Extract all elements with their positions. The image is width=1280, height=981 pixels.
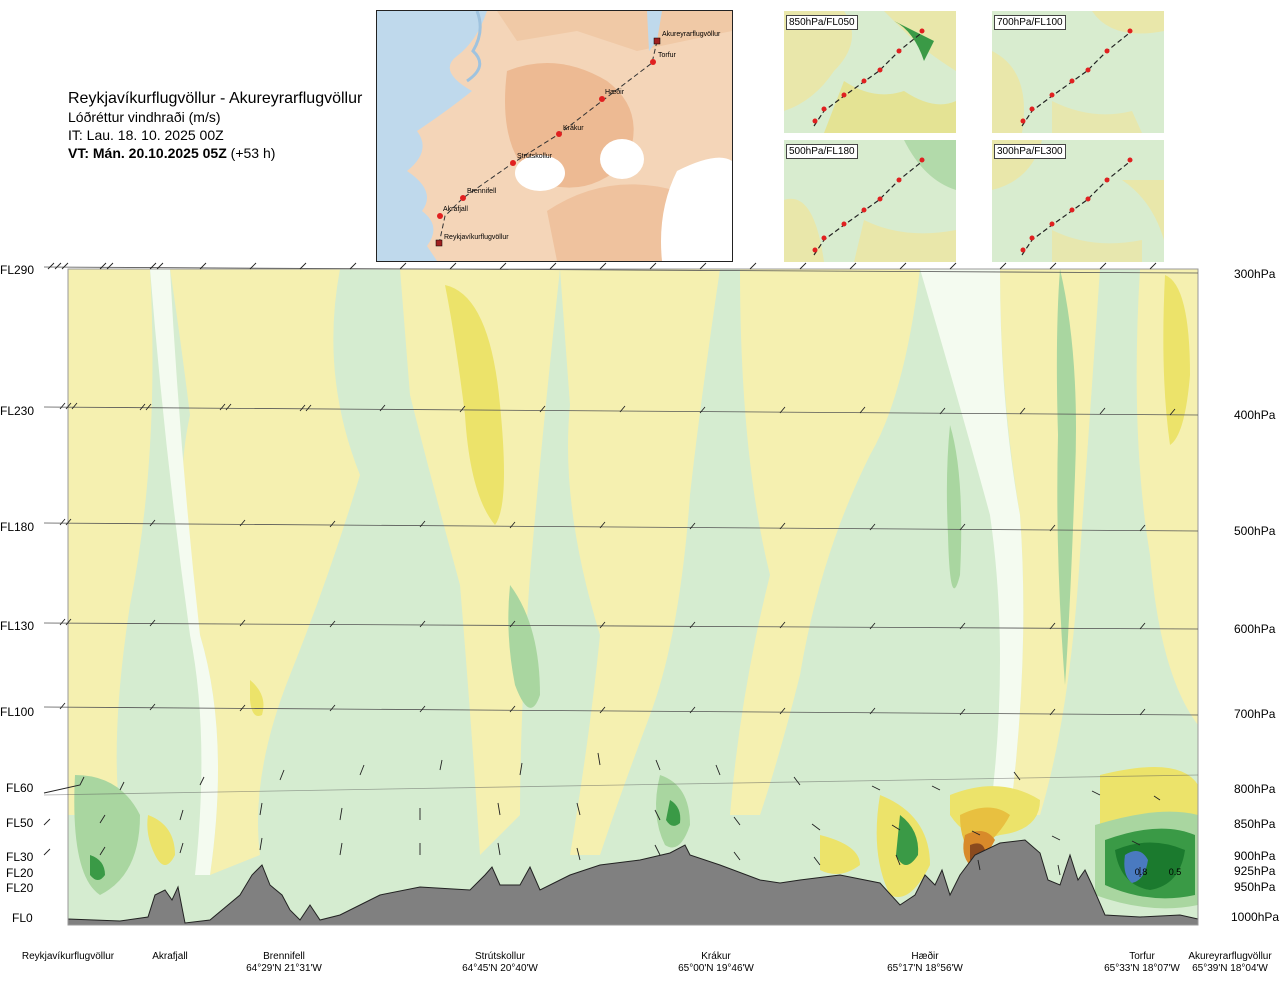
map-label-reykjavik: Reykjavíkurflugvöllur <box>444 234 509 241</box>
hpa-label: 850hPa <box>1234 817 1276 831</box>
hpa-label: 600hPa <box>1234 622 1276 636</box>
location-coord: 65°39'N 18°04'W <box>1192 963 1268 974</box>
map-label-akureyri: Akureyrarflugvöllur <box>662 31 721 38</box>
contour-label: 0.8 <box>1135 867 1148 877</box>
mini-map-label: 700hPa/FL100 <box>994 15 1066 30</box>
hpa-label: 800hPa <box>1234 782 1276 796</box>
location-name: Krákur <box>701 951 731 962</box>
location-name: Akureyrarflugvöllur <box>1188 951 1272 962</box>
cross-section-plot: 0.8 0.5 <box>0 255 1280 935</box>
location-label: Brennifell 64°29'N 21°31'W <box>246 951 322 975</box>
map-label-brennifell: Brennifell <box>467 188 497 195</box>
fl-label: FL50 <box>6 816 34 830</box>
location-name: Brennifell <box>263 951 305 962</box>
location-label: Hæðir 65°17'N 18°56'W <box>887 951 963 975</box>
map-label-akrafjall: Akrafjall <box>443 206 468 213</box>
location-coord: 64°29'N 21°31'W <box>246 963 322 974</box>
valid-time-offset: (+53 h) <box>226 145 276 161</box>
location-label: Akrafjall <box>152 951 188 963</box>
fl-label: FL130 <box>0 619 35 633</box>
location-coord: 65°33'N 18°07'W <box>1104 963 1180 974</box>
mini-map-label: 500hPa/FL180 <box>786 144 858 159</box>
mini-map-850: 850hPa/FL050 <box>784 11 956 133</box>
fl-label: FL30 <box>6 850 34 864</box>
map-label-haedir: Hæðir <box>605 88 625 96</box>
location-label: Strútskollur 64°45'N 20°40'W <box>462 951 538 975</box>
location-coord: 65°00'N 19°46'W <box>678 963 754 974</box>
location-name: Hæðir <box>911 951 939 962</box>
map-label-strutskollur: Strútskollur <box>517 153 553 160</box>
title-block: Reykjavíkurflugvöllur - Akureyrarflugvöl… <box>68 90 362 162</box>
fl-label: FL180 <box>0 520 35 534</box>
chart-subtitle: Lóðréttur vindhraði (m/s) <box>68 109 221 125</box>
contour-label: 0.5 <box>1169 867 1182 877</box>
fl-label: FL60 <box>6 781 34 795</box>
fl-label: FL20 <box>6 881 34 895</box>
map-label-torfur: Torfur <box>658 52 677 59</box>
valid-time-bold: VT: Mán. 20.10.2025 05Z <box>68 145 227 161</box>
route-map-canvas: Reykjavíkurflugvöllur Akrafjall Brennife… <box>377 11 732 261</box>
mini-map-label: 850hPa/FL050 <box>786 15 858 30</box>
hpa-label: 400hPa <box>1234 408 1276 422</box>
location-name: Strútskollur <box>474 951 525 962</box>
hpa-label: 300hPa <box>1234 267 1276 281</box>
location-name: Akrafjall <box>152 951 188 962</box>
location-coord: 64°45'N 20°40'W <box>462 963 538 974</box>
mini-map-700: 700hPa/FL100 <box>992 11 1164 133</box>
location-label: Akureyrarflugvöllur 65°39'N 18°04'W <box>1188 951 1271 975</box>
hpa-label: 925hPa <box>1234 864 1276 878</box>
map-label-krakur: Krákur <box>563 125 584 132</box>
hpa-label: 700hPa <box>1234 707 1276 721</box>
mini-map-500: 500hPa/FL180 <box>784 140 956 262</box>
hpa-label: 900hPa <box>1234 849 1276 863</box>
route-title: Reykjavíkurflugvöllur - Akureyrarflugvöl… <box>68 90 363 107</box>
fl-label: FL230 <box>0 404 35 418</box>
fl-label: FL290 <box>0 263 35 277</box>
mini-map-label: 300hPa/FL300 <box>994 144 1066 159</box>
location-name: Torfur <box>1129 951 1155 962</box>
location-label: Torfur 65°33'N 18°07'W <box>1104 951 1180 975</box>
hpa-label: 500hPa <box>1234 524 1276 538</box>
hpa-label: 1000hPa <box>1231 910 1280 924</box>
valid-time: VT: Mán. 20.10.2025 05Z (+53 h) <box>68 144 362 162</box>
mini-map-300: 300hPa/FL300 <box>992 140 1164 262</box>
fl-label: FL100 <box>0 705 35 719</box>
fl-label: FL0 <box>12 911 33 925</box>
location-name: Reykjavíkurflugvöllur <box>21 951 115 962</box>
route-map: Reykjavíkurflugvöllur Akrafjall Brennife… <box>376 10 733 262</box>
location-label: Reykjavíkurflugvöllur <box>22 951 114 963</box>
location-label: Krákur 65°00'N 19°46'W <box>678 951 754 975</box>
issue-time: IT: Lau. 18. 10. 2025 00Z <box>68 127 224 143</box>
fl-label: FL20 <box>6 866 34 880</box>
hpa-label: 950hPa <box>1234 880 1276 894</box>
location-coord: 65°17'N 18°56'W <box>887 963 963 974</box>
